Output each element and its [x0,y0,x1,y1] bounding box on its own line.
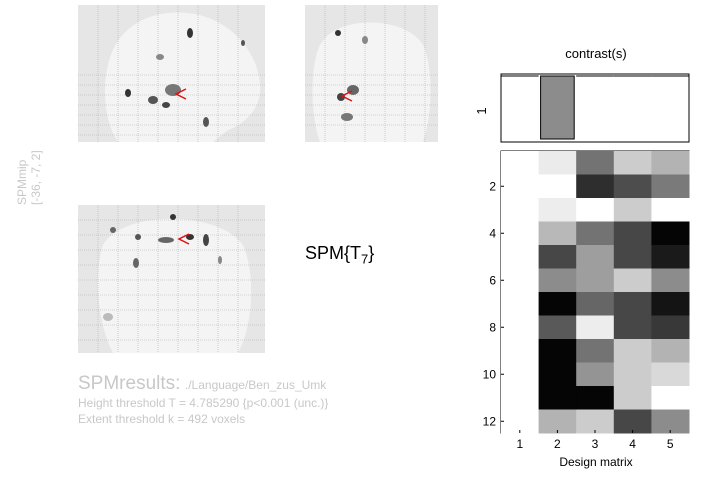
design-matrix-cell [501,292,540,316]
design-matrix-cell [651,315,690,340]
mip-sagittal-view [78,5,265,142]
x-tick-label: 2 [554,437,561,451]
design-matrix-cell [613,315,652,340]
x-tick-label: 5 [667,437,674,451]
design-matrix-cell [651,198,690,222]
y-tick-label: 4 [489,226,496,240]
y-tick-label: 6 [489,273,496,287]
design-matrix-cell [576,292,615,316]
design-matrix-cell [538,174,577,199]
design-matrix-xlabel: Design matrix [559,455,632,469]
design-matrix-cell [576,245,615,269]
design-matrix-cell [613,339,652,363]
design-matrix-cell [613,245,652,269]
design-matrix-cell [501,339,540,363]
contrast-axes [500,73,690,143]
design-matrix-cell [613,198,652,222]
height-threshold: Height threshold T = 4.785290 {p<0.001 (… [78,396,329,410]
design-matrix-cell [613,221,652,246]
design-matrix-cell [576,315,615,340]
y-tick-label: 2 [489,179,496,193]
mip-coordinates: [-36, -7, 2] [29,150,43,205]
design-matrix-cell [651,292,690,316]
design-matrix-cell [501,315,540,340]
design-matrix-cell [538,339,577,363]
x-tick-label: 4 [629,437,636,451]
stat-label-prefix: SPM{T [305,243,362,263]
design-matrix-cell [613,151,652,175]
design-matrix-cell [576,268,615,293]
design-matrix-cell [538,315,577,340]
design-matrix-cell [501,245,540,269]
design-matrix-cell [538,245,577,269]
design-matrix-cell [651,339,690,363]
design-matrix-cell [651,174,690,199]
contrast-title: contrast(s) [565,46,626,61]
mip-sagittal-panel[interactable] [78,5,265,142]
contrast-bar [540,75,575,140]
design-matrix-cells [501,151,690,434]
y-tick-label: 12 [483,414,497,428]
design-matrix-cell [613,174,652,199]
design-matrix-cell [651,362,690,387]
design-matrix-cell [538,198,577,222]
design-matrix-cell [576,198,615,222]
x-tick-label: 3 [592,437,599,451]
results-path: ./Language/Ben_zus_Umk [184,378,327,392]
design-matrix-cell [538,221,577,246]
design-matrix-cell [501,268,540,293]
design-matrix-cell [613,268,652,293]
design-matrix-cell [538,268,577,293]
stat-label-suffix: } [368,243,375,263]
design-matrix-cell [613,409,652,434]
results-summary: SPMresults: ./Language/Ben_zus_Umk Heigh… [78,373,328,427]
design-matrix-cell [576,362,615,387]
design-matrix-cell [651,245,690,269]
mip-coronal-panel[interactable] [305,5,438,142]
stat-label: SPM{T7} [305,243,374,267]
design-matrix-cell [501,386,540,410]
design-matrix-cell [538,151,577,175]
design-matrix-cell [501,198,540,222]
mip-axial-panel[interactable] [78,205,265,353]
design-matrix-cell [576,386,615,410]
y-tick-label: 10 [483,367,497,381]
design-matrix-cell [538,386,577,410]
design-matrix-cell [576,174,615,199]
y-tick-label: 8 [489,320,496,334]
design-matrix-cell [651,268,690,293]
stat-label-df: 7 [361,251,369,267]
design-matrix-cell [613,362,652,387]
design-matrix-cell [538,292,577,316]
design-matrix-cell [501,221,540,246]
design-matrix-cell [538,409,577,434]
design-matrix-cell [576,221,615,246]
design-matrix-cell [501,409,540,434]
design-matrix-cell [501,151,540,175]
design-matrix-cell [501,362,540,387]
design-matrix-cell [501,174,540,199]
mip-axial-view [78,205,265,353]
design-matrix-cell [613,386,652,410]
design-matrix-cell [651,221,690,246]
x-tick-label: 1 [516,437,523,451]
design-matrix-cell [651,386,690,410]
mip-side-label: SPMmip [-36, -7, 2] [0,150,60,220]
design-matrix-cell [613,292,652,316]
design-matrix-cell [576,409,615,434]
results-title: SPMresults: [78,373,181,394]
contrast-bars [501,75,689,140]
mip-coronal-view [305,5,438,142]
design-matrix-cell [538,362,577,387]
design-matrix-cell [651,409,690,434]
contrast-row-label: 1 [474,107,489,114]
mip-title: SPMmip [15,159,29,205]
design-matrix-cell [576,339,615,363]
design-matrix-cell [651,151,690,175]
design-matrix-cell [576,151,615,175]
extent-threshold: Extent threshold k = 492 voxels [78,412,246,426]
